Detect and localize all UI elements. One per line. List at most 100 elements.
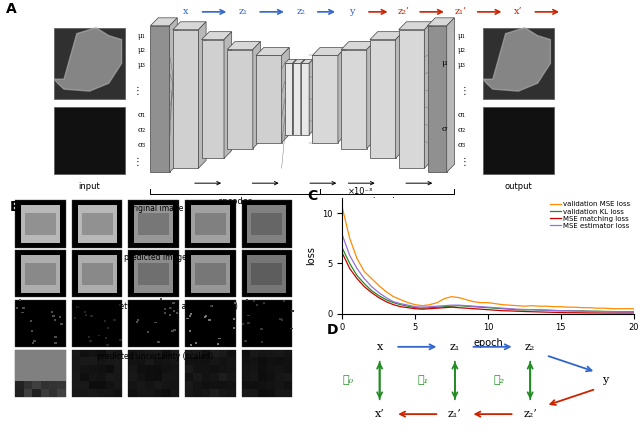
Polygon shape	[282, 48, 289, 142]
Bar	[89, 365, 97, 373]
Text: input: input	[79, 182, 100, 190]
Bar	[267, 357, 275, 365]
validation KL loss	[506, 307, 514, 312]
validation MSE loss	[572, 304, 579, 310]
Bar	[227, 381, 236, 389]
Bar	[24, 365, 32, 373]
MSE estimator loss	[433, 303, 441, 309]
MSE matching loss	[499, 308, 506, 313]
Bar	[32, 365, 40, 373]
Bar	[52, 315, 54, 317]
MSE estimator loss	[608, 309, 616, 314]
Bar	[154, 350, 162, 357]
Bar	[106, 381, 114, 389]
Bar	[260, 341, 263, 343]
Text: x’: x’	[375, 409, 385, 419]
Polygon shape	[399, 22, 432, 30]
Bar	[97, 350, 106, 357]
Polygon shape	[370, 32, 403, 40]
Text: z₂’: z₂’	[524, 409, 537, 419]
validation KL loss	[550, 308, 557, 313]
Bar	[40, 381, 49, 389]
Bar	[284, 365, 292, 373]
Bar	[72, 350, 122, 397]
Bar	[145, 365, 154, 373]
Text: A: A	[6, 2, 17, 16]
Polygon shape	[173, 30, 198, 168]
Bar	[58, 373, 66, 381]
Polygon shape	[150, 18, 177, 26]
Bar	[250, 357, 259, 365]
MSE matching loss	[360, 284, 368, 289]
Bar	[250, 373, 259, 381]
Bar	[88, 336, 90, 338]
Text: σ₃: σ₃	[138, 141, 146, 149]
MSE matching loss	[535, 309, 543, 315]
MSE matching loss	[492, 307, 499, 313]
Bar	[227, 373, 236, 381]
Bar	[189, 313, 192, 315]
Bar	[58, 350, 66, 357]
Bar	[40, 350, 49, 357]
Bar	[154, 373, 162, 381]
Bar	[185, 300, 236, 347]
validation KL loss	[375, 293, 383, 298]
Text: σ₁: σ₁	[138, 111, 146, 119]
Bar	[189, 330, 191, 332]
Bar	[33, 340, 36, 342]
Bar	[208, 320, 211, 321]
Polygon shape	[292, 59, 296, 135]
MSE estimator loss	[404, 303, 412, 308]
Bar	[74, 317, 76, 319]
MSE matching loss	[426, 306, 434, 312]
Bar	[80, 381, 89, 389]
Text: z₁: z₁	[239, 8, 248, 16]
MSE matching loss	[579, 310, 586, 316]
MSE estimator loss	[586, 309, 594, 314]
Bar	[106, 344, 109, 346]
Bar	[114, 350, 122, 357]
Line: validation MSE loss: validation MSE loss	[342, 208, 634, 309]
Bar	[204, 316, 206, 318]
Bar	[275, 350, 284, 357]
Bar	[97, 381, 106, 389]
Polygon shape	[198, 22, 206, 168]
Bar	[185, 250, 236, 297]
MSE matching loss	[543, 309, 550, 315]
Text: ⋮: ⋮	[459, 86, 469, 96]
Bar	[267, 389, 275, 397]
Polygon shape	[301, 59, 313, 63]
Polygon shape	[256, 48, 289, 56]
MSE estimator loss	[390, 299, 397, 304]
MSE matching loss	[339, 251, 346, 256]
Bar	[24, 373, 32, 381]
Bar	[191, 205, 230, 243]
Bar	[21, 312, 24, 313]
Bar	[25, 213, 56, 235]
validation KL loss	[477, 304, 484, 310]
Bar	[241, 200, 292, 248]
Bar	[106, 350, 114, 357]
MSE matching loss	[419, 307, 426, 312]
Bar	[80, 389, 89, 397]
Bar	[89, 373, 97, 381]
Bar	[259, 350, 267, 357]
Bar	[54, 319, 56, 321]
Bar	[171, 350, 179, 357]
Bar	[97, 357, 106, 365]
Bar	[114, 381, 122, 389]
Bar	[241, 350, 292, 397]
MSE matching loss	[440, 305, 448, 310]
Bar	[284, 350, 292, 357]
Bar	[247, 322, 250, 324]
Bar	[267, 365, 275, 373]
Bar	[114, 389, 122, 397]
validation MSE loss	[550, 304, 557, 309]
Bar	[263, 302, 266, 304]
Bar	[82, 263, 113, 285]
Text: x: x	[183, 8, 188, 16]
MSE estimator loss	[455, 303, 463, 308]
validation KL loss	[615, 309, 623, 314]
Polygon shape	[256, 56, 282, 142]
Bar	[169, 315, 171, 316]
